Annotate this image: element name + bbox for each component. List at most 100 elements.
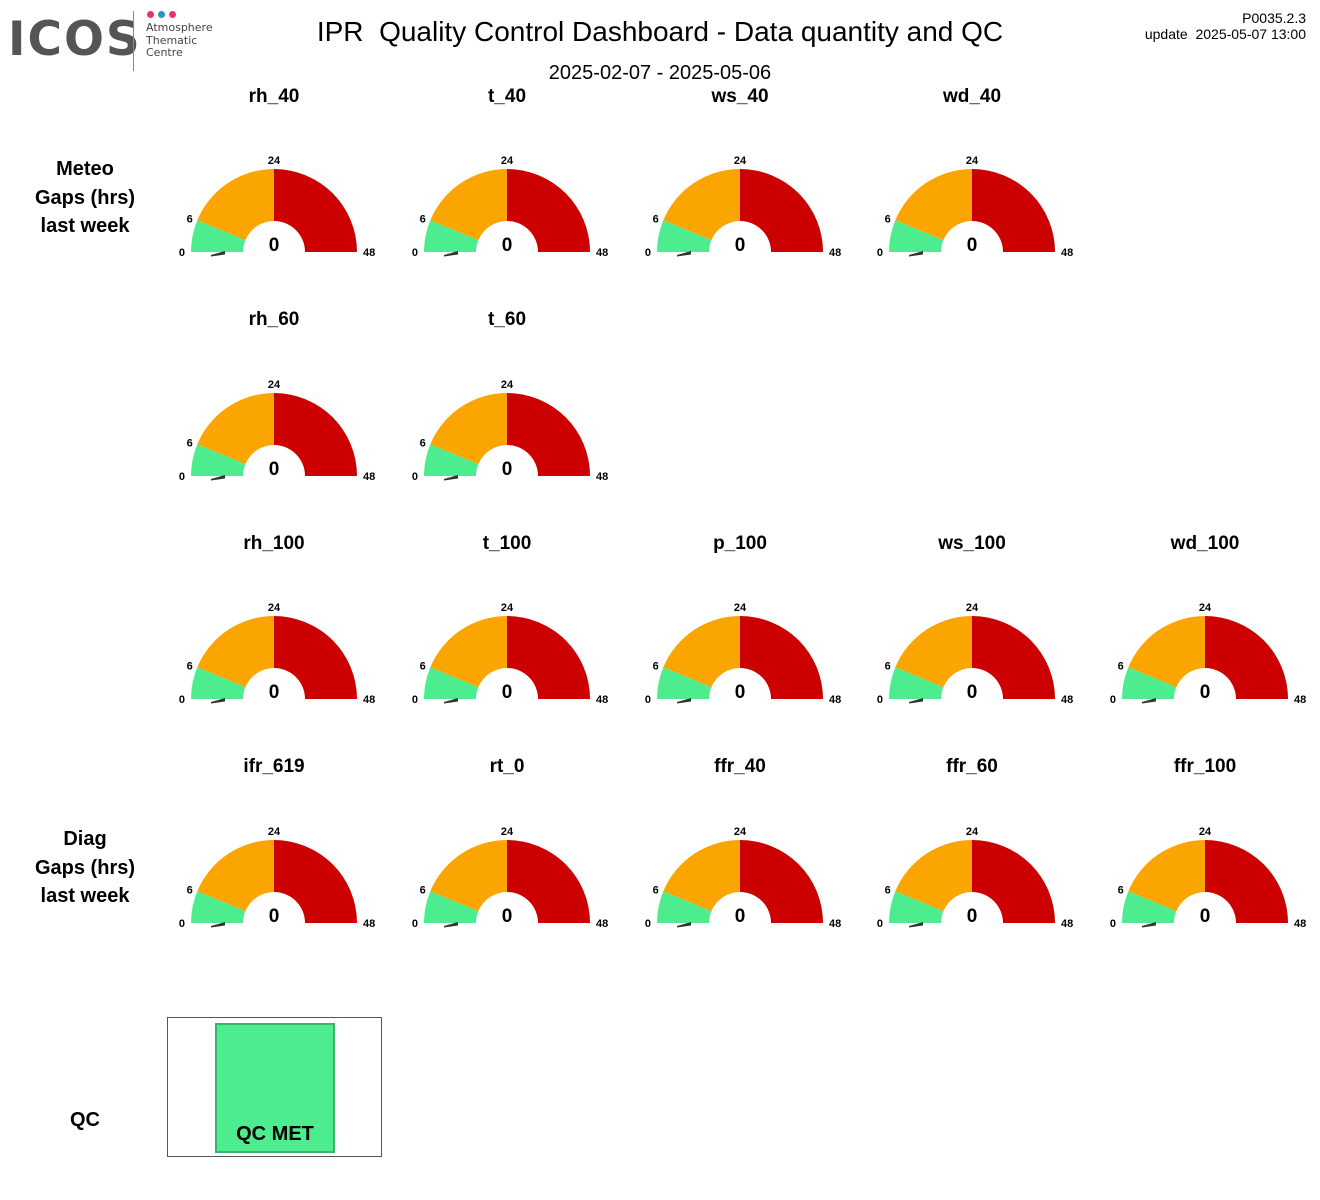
gauge-tick-label: 48 [1061,694,1073,706]
gauge-tick-label: 6 [187,884,193,896]
gauge-tick-label: 48 [829,247,841,259]
gauge-value: 0 [269,459,280,480]
gauge-needle [444,922,458,928]
gauge-p_100: 0 6 24 48 0 [645,602,841,706]
gauge-ffr_60: 0 6 24 48 0 [877,826,1073,930]
gauge-band-green [1122,891,1177,923]
gauge-band-red [274,169,357,252]
gauge-title: ffr_40 [714,756,766,777]
gauge-band-green [424,667,479,699]
gauge-needle [909,698,923,704]
gauge-tick-label: 24 [268,826,281,838]
gauge-needle [444,475,458,481]
gauge-band-green [191,444,246,476]
gauge-ws_40: 0 6 24 48 0 [645,155,841,259]
logo-dot-1 [147,11,154,18]
logo-dot-2 [158,11,165,18]
gauge-band-orange [197,616,274,688]
logo-dot-3 [169,11,176,18]
gauge-t_40: 0 6 24 48 0 [412,155,608,259]
gauge-tick-label: 6 [187,437,193,449]
gauge-tick-label: 24 [966,826,979,838]
gauge-value: 0 [502,459,513,480]
gauge-tick-label: 48 [829,694,841,706]
gauge-band-orange [663,840,740,912]
gauge-title: rt_0 [489,756,525,777]
gauge-band-orange [197,840,274,912]
gauge-tick-label: 48 [596,918,608,930]
gauge-t_60: 0 6 24 48 0 [412,379,608,483]
logo-line-3: Centre [146,46,183,59]
gauge-band-green [889,220,944,252]
gauge-tick-label: 48 [1294,694,1306,706]
gauge-band-green [424,444,479,476]
gauge-title: rh_40 [248,86,300,107]
gauge-tick-label: 6 [187,213,193,225]
gauge-value: 0 [502,682,513,703]
gauge-tick-label: 48 [363,471,375,483]
gauge-wd_40: 0 6 24 48 0 [877,155,1073,259]
gauge-needle [677,251,691,257]
gauge-tick-label: 24 [734,155,747,167]
gauge-band-orange [1128,616,1205,688]
gauge-tick-label: 0 [179,918,185,930]
gauge-value: 0 [269,906,280,927]
gauge-band-red [740,840,823,923]
gauge-value: 0 [967,235,978,256]
gauge-tick-label: 0 [645,694,651,706]
gauge-tick-label: 48 [1061,247,1073,259]
gauge-value: 0 [1200,682,1211,703]
gauge-band-red [507,616,590,699]
gauge-tick-label: 24 [268,379,281,391]
gauge-tick-label: 0 [877,247,883,259]
logo-dots [147,11,177,19]
gauge-band-orange [430,393,507,465]
page-title: IPR Quality Control Dashboard - Data qua… [316,16,1004,47]
gauge-tick-label: 6 [1118,660,1124,672]
gauge-tick-label: 6 [420,213,426,225]
gauge-band-red [1205,840,1288,923]
gauge-tick-label: 6 [420,660,426,672]
gauge-title: wd_40 [942,86,1002,107]
gauge-needle [211,922,225,928]
gauge-value: 0 [967,906,978,927]
gauge-tick-label: 0 [412,918,418,930]
qc-status-indicator: QC MET [215,1023,335,1153]
gauge-band-orange [895,169,972,241]
gauge-band-green [657,667,712,699]
gauge-band-green [424,220,479,252]
gauge-needle [1142,922,1156,928]
gauge-tick-label: 0 [877,694,883,706]
gauge-tick-label: 48 [596,471,608,483]
gauge-band-orange [895,616,972,688]
qc-panel: QC MET [167,1017,382,1157]
gauge-title: ffr_100 [1173,756,1237,777]
gauge-tick-label: 24 [501,155,514,167]
gauge-title: p_100 [713,533,767,554]
gauge-needle [1142,698,1156,704]
gauge-tick-label: 24 [1199,826,1212,838]
gauge-tick-label: 24 [734,826,747,838]
gauge-rt_0: 0 6 24 48 0 [412,826,608,930]
gauge-rh_60: 0 6 24 48 0 [179,379,375,483]
version-label: P0035.2.3 [1242,10,1306,26]
gauge-title: ws_100 [938,533,1006,554]
gauge-band-red [274,616,357,699]
gauge-tick-label: 0 [412,694,418,706]
gauge-tick-label: 48 [829,918,841,930]
gauge-needle [909,251,923,257]
gauge-needle [677,698,691,704]
gauge-band-orange [663,169,740,241]
gauge-rh_40: 0 6 24 48 0 [179,155,375,259]
gauge-tick-label: 48 [363,247,375,259]
gauge-band-red [274,393,357,476]
gauge-tick-label: 6 [653,660,659,672]
gauge-band-red [507,169,590,252]
gauge-tick-label: 6 [885,213,891,225]
gauge-tick-label: 6 [187,660,193,672]
gauge-tick-label: 48 [596,694,608,706]
gauge-ws_100: 0 6 24 48 0 [877,602,1073,706]
gauge-value: 0 [502,906,513,927]
gauge-value: 0 [735,906,746,927]
gauge-tick-label: 6 [420,884,426,896]
